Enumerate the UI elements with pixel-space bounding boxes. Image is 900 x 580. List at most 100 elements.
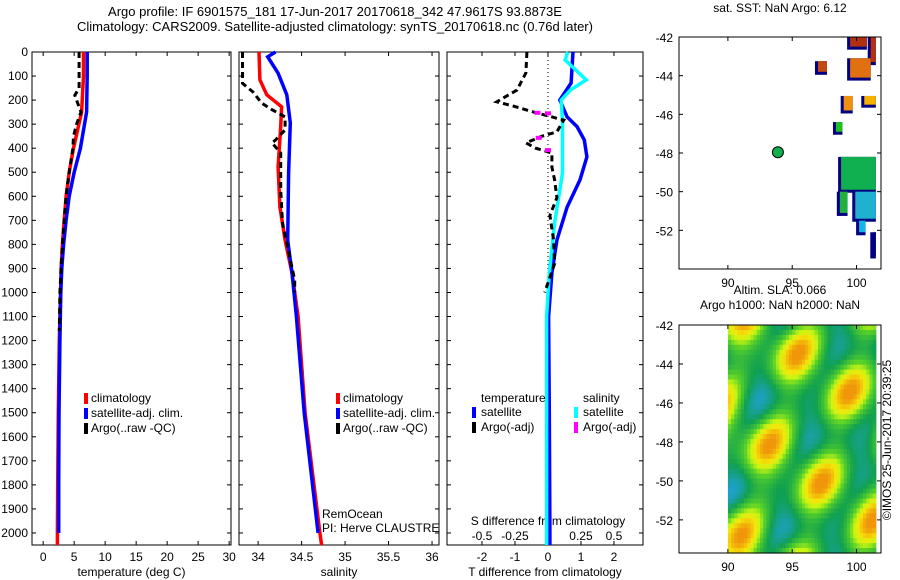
sla-cell <box>744 429 748 435</box>
sla-cell <box>843 389 848 395</box>
sla-cell <box>740 384 745 391</box>
sla-cell <box>863 478 867 485</box>
legend-label: Argo(-adj) <box>583 420 636 434</box>
sla-cell <box>856 503 861 509</box>
sla-cell <box>747 364 751 371</box>
sla-cell <box>811 399 816 405</box>
sla-cell <box>863 369 867 376</box>
sla-cell <box>789 503 793 509</box>
sla-cell <box>840 389 845 395</box>
sla-cell <box>798 389 803 395</box>
sla-cell <box>766 538 771 544</box>
sla-cell <box>776 518 780 524</box>
sla-cell <box>740 543 745 549</box>
sla-cell <box>760 325 764 331</box>
sla-cell <box>805 414 809 420</box>
sla-cell <box>821 429 825 435</box>
sla-cell <box>756 334 761 341</box>
sla-cell <box>869 429 874 435</box>
sla-cell <box>814 419 819 425</box>
sla-cell <box>856 439 861 445</box>
sla-cell <box>824 394 829 400</box>
sla-cell <box>740 374 745 381</box>
sla-cell <box>785 513 790 519</box>
sla-cell <box>821 404 825 410</box>
sla-cell <box>869 508 874 514</box>
sla-cell <box>818 339 822 346</box>
sla-cell <box>869 493 874 500</box>
sla-cell <box>760 330 764 336</box>
sla-cell <box>760 384 764 391</box>
sla-cell <box>801 453 806 460</box>
sla-cell <box>843 468 848 475</box>
sla-cell <box>872 394 877 400</box>
sla-cell <box>772 508 777 514</box>
sla-cell <box>734 414 739 420</box>
sla-cell <box>837 523 842 529</box>
sla-cell <box>850 349 854 356</box>
sla-cell <box>776 444 780 450</box>
sla-cell <box>863 444 867 450</box>
sla-cell <box>795 389 800 395</box>
sla-cell <box>859 379 864 386</box>
sla-cell <box>769 439 774 445</box>
sla-cell <box>769 399 774 405</box>
sla-cell <box>830 344 835 351</box>
sla-cell <box>840 548 845 554</box>
sla-cell <box>814 414 819 420</box>
sla-cell <box>853 409 858 415</box>
sla-cell <box>779 533 784 539</box>
y-tick-label: 1600 <box>1 430 28 444</box>
sla-cell <box>769 349 774 356</box>
sla-cell <box>872 364 877 371</box>
sla-cell <box>744 389 748 395</box>
sla-cell <box>747 503 751 509</box>
sla-cell <box>731 538 735 544</box>
sla-cell <box>744 538 748 544</box>
sla-cell <box>798 379 803 386</box>
sla-cell <box>811 414 816 420</box>
sla-cell <box>769 503 774 509</box>
sla-cell <box>763 419 768 425</box>
sla-cell <box>744 523 748 529</box>
sla-cell <box>869 468 874 475</box>
sla-cell <box>853 439 858 445</box>
sla-cell <box>747 339 751 346</box>
sla-cell <box>756 483 761 490</box>
sla-cell <box>747 533 751 539</box>
sla-cell <box>811 523 816 529</box>
sla-cell <box>834 325 838 331</box>
sla-cell <box>840 394 845 400</box>
sla-cell <box>756 523 761 529</box>
legend-swatch <box>472 407 476 418</box>
sla-cell <box>734 448 739 455</box>
sla-cell <box>846 448 851 455</box>
sla-cell <box>811 409 816 415</box>
sla-cell <box>869 523 874 529</box>
sla-cell <box>805 384 809 391</box>
sla-cell <box>798 543 803 549</box>
sla-cell <box>789 389 793 395</box>
sla-cell <box>756 548 761 554</box>
sla-cell <box>805 458 809 465</box>
sla-cell <box>837 478 842 485</box>
sla-cell <box>760 538 764 544</box>
sla-cell <box>760 503 764 509</box>
sla-cell <box>744 493 748 500</box>
sla-cell <box>801 513 806 519</box>
lon-tick-label: 100 <box>847 560 867 574</box>
sla-cell <box>818 325 822 331</box>
sla-cell <box>769 548 774 554</box>
sla-cell <box>750 503 755 509</box>
sla-cell <box>789 478 793 485</box>
pi-label: PI: Herve CLAUSTRE <box>322 521 439 535</box>
sla-cell <box>834 439 838 445</box>
sla-cell <box>789 369 793 376</box>
sla-cell <box>801 374 806 381</box>
sla-cell <box>737 344 742 351</box>
sla-cell <box>824 488 829 495</box>
sla-cell <box>859 349 864 356</box>
sla-cell <box>818 543 822 549</box>
sla-cell <box>808 463 813 470</box>
sla-cell <box>818 508 822 514</box>
